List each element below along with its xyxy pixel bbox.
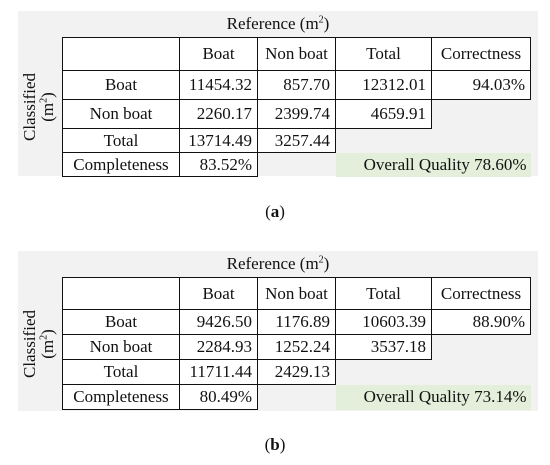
classified-label: Classified (m2) bbox=[20, 72, 57, 141]
cell-non-boat-non-boat: 1252.24 bbox=[257, 334, 336, 360]
reference-header: Reference (m2) bbox=[226, 254, 330, 273]
row-label-total: Total bbox=[62, 128, 180, 153]
col-header-correctness: Correctness bbox=[431, 277, 531, 310]
corner-cell bbox=[62, 277, 180, 310]
table-row: Boat 9426.50 1176.89 10603.39 88.90% bbox=[62, 309, 531, 335]
header-row: Boat Non boat Total Correctness bbox=[62, 277, 531, 310]
row-label-non-boat: Non boat bbox=[62, 334, 180, 360]
cell-total-boat: 13714.49 bbox=[179, 128, 258, 153]
cell-boat-correctness: 88.90% bbox=[431, 309, 531, 335]
empty-cell bbox=[432, 129, 531, 153]
empty-cell bbox=[432, 360, 531, 385]
overall-quality: Overall Quality 73.14% bbox=[335, 384, 531, 410]
cell-total-non-boat: 3257.44 bbox=[257, 128, 336, 153]
completeness-label: Completeness bbox=[62, 152, 180, 177]
header-row: Boat Non boat Total Correctness bbox=[62, 37, 531, 71]
row-label-total: Total bbox=[62, 359, 180, 385]
col-header-boat: Boat bbox=[179, 277, 258, 310]
table-row: Total 11711.44 2429.13 bbox=[62, 359, 531, 385]
empty-cell bbox=[258, 153, 336, 177]
cell-boat-boat: 11454.32 bbox=[179, 70, 258, 100]
caption-b: (b) bbox=[264, 435, 286, 454]
cell-non-boat-non-boat: 2399.74 bbox=[257, 99, 336, 129]
cell-total-non-boat: 2429.13 bbox=[257, 359, 336, 385]
completeness-value: 83.52% bbox=[179, 152, 258, 177]
row-label-boat: Boat bbox=[62, 70, 180, 100]
cell-boat-total: 12312.01 bbox=[335, 70, 432, 100]
table-row: Non boat 2260.17 2399.74 4659.91 bbox=[62, 99, 531, 129]
table-row: Non boat 2284.93 1252.24 3537.18 bbox=[62, 334, 531, 360]
cell-total-boat: 11711.44 bbox=[179, 359, 258, 385]
caption-a: (a) bbox=[265, 202, 285, 221]
completeness-value: 80.49% bbox=[179, 384, 258, 410]
classified-label: Classified (m2) bbox=[20, 310, 57, 378]
matrix-table: Boat Non boat Total Correctness Boat 942… bbox=[62, 277, 531, 410]
empty-cell bbox=[336, 360, 432, 385]
col-header-total: Total bbox=[335, 37, 432, 71]
table-row: Total 13714.49 3257.44 bbox=[62, 128, 531, 153]
cell-non-boat-total: 3537.18 bbox=[335, 334, 432, 360]
cell-boat-total: 10603.39 bbox=[335, 309, 432, 335]
col-header-total: Total bbox=[335, 277, 432, 310]
cell-boat-boat: 9426.50 bbox=[179, 309, 258, 335]
empty-cell bbox=[336, 129, 432, 153]
overall-quality: Overall Quality 78.60% bbox=[335, 152, 531, 177]
cell-non-boat-boat: 2284.93 bbox=[179, 334, 258, 360]
empty-cell bbox=[432, 335, 531, 360]
reference-header: Reference (m2) bbox=[226, 14, 330, 33]
table-row: Completeness 80.49% Overall Quality 73.1… bbox=[62, 384, 531, 410]
matrix-table: Boat Non boat Total Correctness Boat 114… bbox=[62, 37, 531, 177]
cell-boat-correctness: 94.03% bbox=[431, 70, 531, 100]
empty-cell bbox=[258, 385, 336, 410]
table-row: Completeness 83.52% Overall Quality 78.6… bbox=[62, 152, 531, 177]
col-header-non-boat: Non boat bbox=[257, 37, 336, 71]
table-row: Boat 11454.32 857.70 12312.01 94.03% bbox=[62, 70, 531, 100]
cell-non-boat-total: 4659.91 bbox=[335, 99, 432, 129]
completeness-label: Completeness bbox=[62, 384, 180, 410]
corner-cell bbox=[62, 37, 180, 71]
col-header-non-boat: Non boat bbox=[257, 277, 336, 310]
cell-boat-non-boat: 857.70 bbox=[257, 70, 336, 100]
confusion-matrix-b: Reference (m2) Classified (m2) Boat Non … bbox=[18, 251, 538, 411]
cell-boat-non-boat: 1176.89 bbox=[257, 309, 336, 335]
row-label-boat: Boat bbox=[62, 309, 180, 335]
col-header-correctness: Correctness bbox=[431, 37, 531, 71]
col-header-boat: Boat bbox=[179, 37, 258, 71]
confusion-matrix-a: Reference (m2) Classified (m2) Boat Non … bbox=[18, 11, 538, 177]
cell-non-boat-boat: 2260.17 bbox=[179, 99, 258, 129]
row-label-non-boat: Non boat bbox=[62, 99, 180, 129]
empty-cell bbox=[432, 100, 531, 129]
